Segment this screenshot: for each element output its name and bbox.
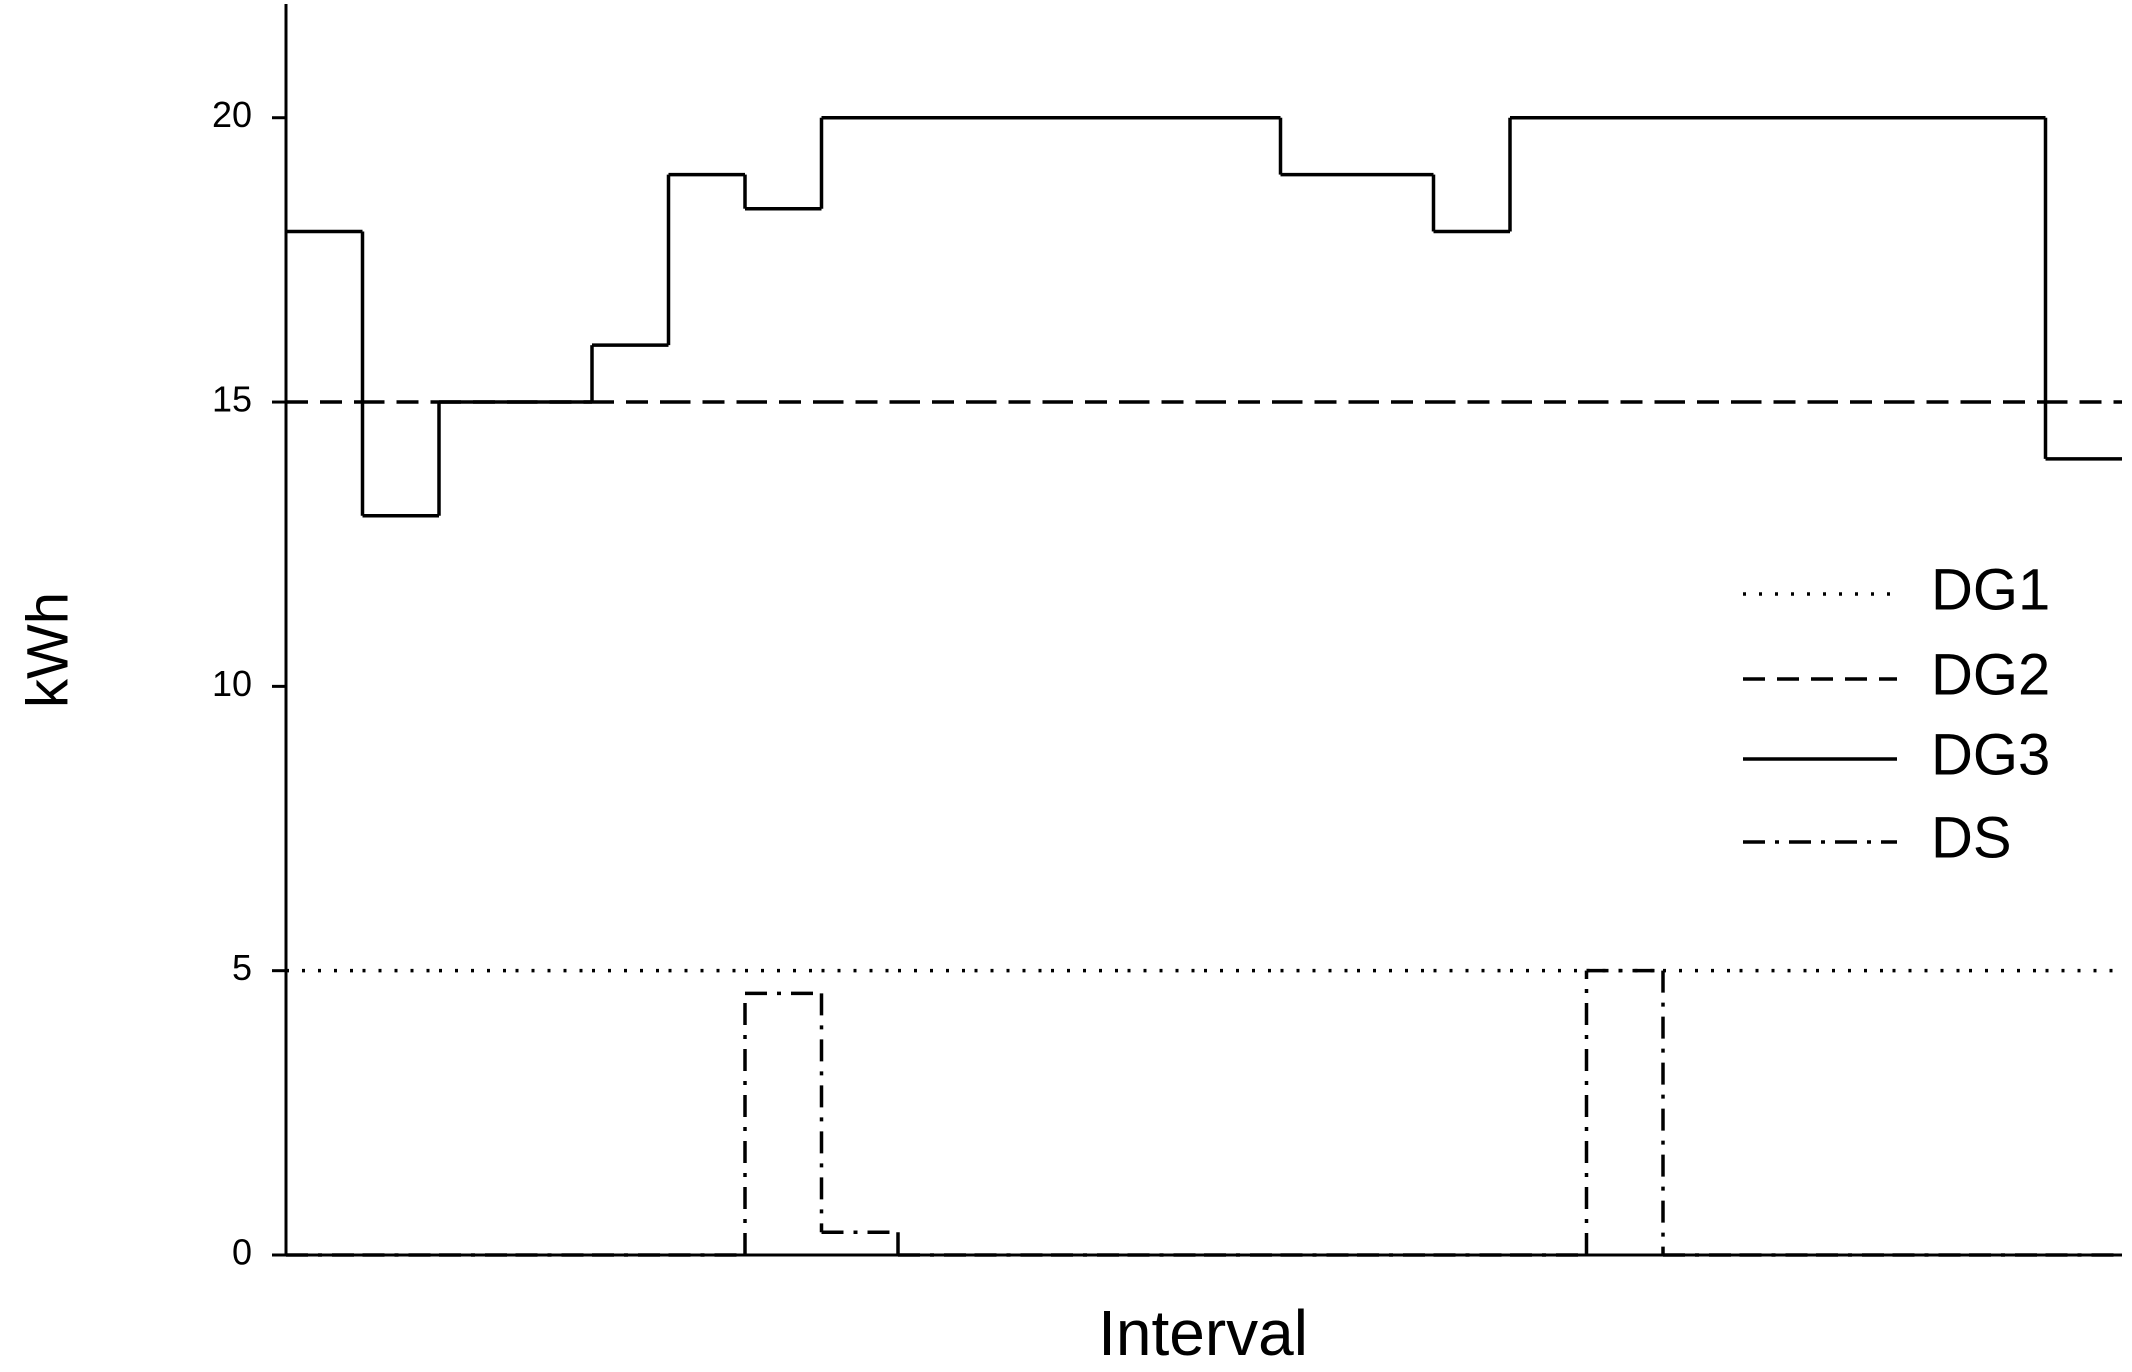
x-axis-label: Interval [1098, 1297, 1308, 1369]
legend-label: DS [1931, 805, 2012, 870]
y-tick-label: 5 [232, 947, 252, 988]
y-tick-label: 0 [232, 1232, 252, 1273]
y-tick-label: 15 [212, 379, 252, 420]
y-tick-label: 20 [212, 94, 252, 135]
y-tick-label: 10 [212, 663, 252, 704]
legend-label: DG2 [1931, 642, 2050, 707]
legend-label: DG1 [1931, 557, 2050, 622]
legend-label: DG3 [1931, 722, 2050, 787]
y-axis-label: kWh [15, 592, 80, 708]
